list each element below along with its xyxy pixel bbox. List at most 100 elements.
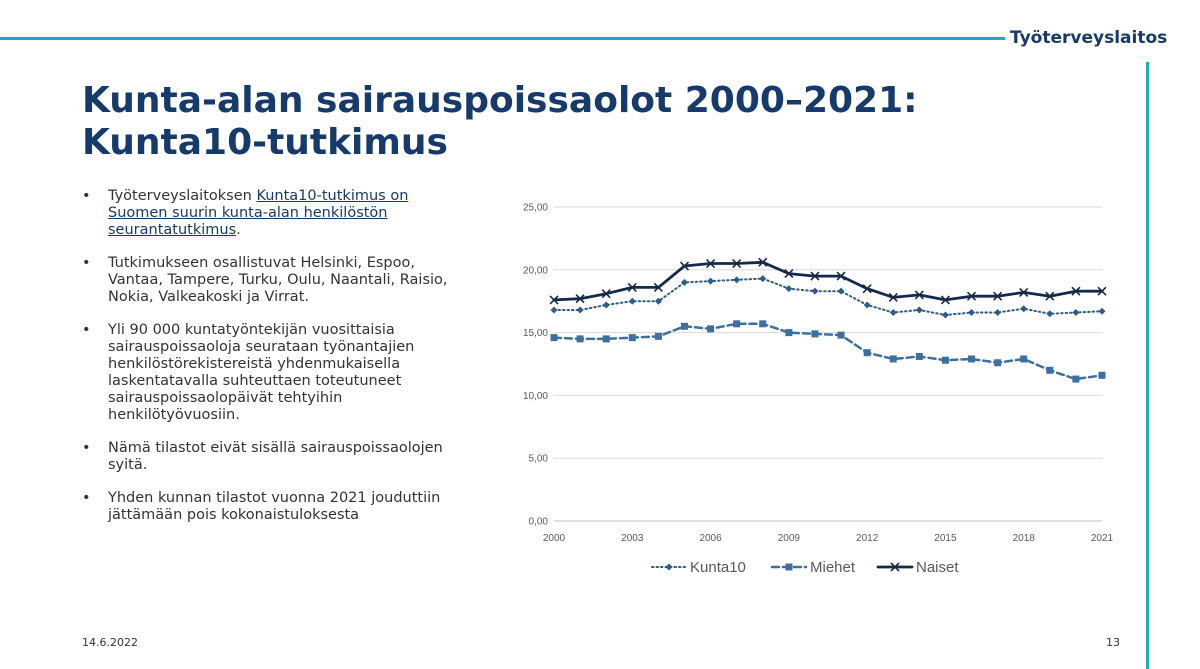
- data-point-kunta10: [654, 297, 662, 305]
- x-tick-label: 2012: [856, 533, 879, 544]
- y-tick-label: 5,00: [529, 454, 549, 465]
- data-point-kunta10: [1046, 310, 1054, 318]
- data-point-miehet: [968, 355, 976, 363]
- right-accent-line: [1146, 62, 1149, 669]
- data-point-naiset: [758, 257, 768, 267]
- bullet-text: Nämä tilastot eivät sisällä sairauspoiss…: [108, 440, 443, 473]
- data-point-kunta10: [915, 306, 923, 314]
- legend-label-kunta10: Kunta10: [690, 559, 746, 576]
- data-point-naiset: [1071, 286, 1081, 296]
- bullet-list: • Työterveyslaitoksen Kunta10-tutkimus o…: [82, 188, 452, 540]
- data-point-miehet: [837, 331, 845, 339]
- data-point-miehet: [759, 320, 767, 328]
- data-point-miehet: [1046, 366, 1054, 374]
- data-point-miehet: [863, 349, 871, 357]
- bullet-dot: •: [82, 188, 91, 204]
- data-point-miehet: [576, 335, 584, 343]
- bullet-text: Työterveyslaitoksen: [108, 188, 257, 204]
- data-point-miehet: [1098, 371, 1106, 379]
- sick-leave-line-chart: 0,00 5,00 10,00 15,00 20,00 25,00 2000 2003 2006…: [523, 203, 1114, 577]
- data-point-kunta10: [941, 311, 949, 319]
- data-point-naiset: [1097, 286, 1107, 296]
- data-point-naiset: [706, 258, 716, 269]
- data-point-miehet: [941, 356, 949, 364]
- data-point-kunta10: [576, 306, 584, 314]
- data-point-kunta10: [994, 309, 1002, 317]
- data-point-naiset: [940, 295, 950, 305]
- data-point-miehet: [628, 334, 636, 342]
- data-point-miehet: [733, 320, 741, 328]
- x-tick-label: 2018: [1013, 533, 1036, 544]
- data-point-naiset: [914, 290, 924, 300]
- y-tick-label: 0,00: [529, 517, 549, 528]
- bullet-text: Yli 90 000 kuntatyöntekijän vuosittaisia…: [108, 322, 415, 423]
- data-point-kunta10: [811, 287, 819, 295]
- series-line-kunta10: [553, 277, 1103, 316]
- data-point-kunta10: [785, 285, 793, 293]
- legend-label-naiset: Naiset: [916, 559, 959, 576]
- data-point-kunta10: [680, 278, 688, 286]
- top-accent-line: [0, 37, 1005, 40]
- legend-marker-naiset: [890, 562, 900, 572]
- bullet-text: Yhden kunnan tilastot vuonna 2021 joudut…: [108, 490, 441, 523]
- data-point-naiset: [549, 295, 559, 305]
- data-point-naiset: [810, 271, 820, 281]
- brand-logo: Työterveyslaitos: [1010, 28, 1168, 48]
- slide-title-line-2: Kunta10-tutkimus: [82, 122, 448, 163]
- data-point-kunta10: [759, 275, 767, 283]
- data-point-miehet: [1020, 355, 1028, 363]
- data-point-kunta10: [889, 309, 897, 317]
- y-tick-label: 25,00: [523, 203, 548, 214]
- data-point-kunta10: [602, 301, 610, 309]
- bullet-dot: •: [82, 440, 91, 456]
- bullet-dot: •: [82, 255, 91, 271]
- data-point-naiset: [627, 282, 637, 292]
- data-point-kunta10: [628, 297, 636, 305]
- series-line-naiset: [552, 260, 1104, 302]
- bullet-item: • Työterveyslaitoksen Kunta10-tutkimus o…: [82, 188, 452, 239]
- data-point-miehet: [785, 329, 793, 337]
- x-tick-label: 2021: [1091, 533, 1114, 544]
- data-point-miehet: [915, 352, 923, 360]
- y-tick-label: 20,00: [523, 265, 548, 276]
- bullet-dot: •: [82, 322, 91, 338]
- y-tick-label: 10,00: [523, 391, 548, 402]
- x-tick-label: 2006: [699, 533, 722, 544]
- data-point-miehet: [654, 332, 662, 340]
- data-point-kunta10: [863, 301, 871, 309]
- data-point-kunta10: [707, 277, 715, 285]
- bullet-dot: •: [82, 490, 91, 506]
- data-point-kunta10: [1098, 307, 1106, 315]
- data-point-naiset: [1045, 291, 1055, 301]
- data-point-miehet: [994, 359, 1002, 367]
- data-point-miehet: [889, 355, 897, 363]
- data-point-naiset: [601, 289, 611, 299]
- data-point-miehet: [680, 322, 688, 330]
- legend-label-miehet: Miehet: [810, 559, 856, 576]
- kunta10-link[interactable]: Kunta10-tutkimus on Suomen suurin kunta-…: [108, 188, 409, 238]
- data-point-kunta10: [733, 276, 741, 284]
- x-tick-label: 2003: [621, 533, 644, 544]
- x-tick-label: 2000: [543, 533, 566, 544]
- page-number: 13: [1106, 636, 1120, 649]
- data-point-miehet: [602, 335, 610, 343]
- y-tick-label: 15,00: [523, 328, 548, 339]
- series-line-miehet: [552, 322, 1104, 381]
- bullet-item: • Yli 90 000 kuntatyöntekijän vuosittais…: [82, 322, 452, 424]
- bullet-text: Tutkimukseen osallistuvat Helsinki, Espo…: [108, 255, 448, 305]
- data-point-miehet: [1072, 375, 1080, 383]
- data-point-naiset: [784, 269, 794, 279]
- bullet-item: • Yhden kunnan tilastot vuonna 2021 joud…: [82, 490, 452, 524]
- data-point-naiset: [862, 284, 872, 294]
- slide-title-line-1: Kunta-alan sairauspoissaolot 2000–2021:: [82, 80, 918, 121]
- data-point-naiset: [836, 271, 846, 281]
- data-point-naiset: [732, 258, 742, 269]
- data-point-naiset: [679, 261, 690, 271]
- data-point-kunta10: [1020, 305, 1028, 313]
- data-point-miehet: [811, 330, 819, 338]
- bullet-text-end: .: [236, 222, 241, 238]
- data-point-naiset: [888, 292, 898, 302]
- bullet-item: • Nämä tilastot eivät sisällä sairauspoi…: [82, 440, 452, 474]
- data-point-miehet: [550, 334, 558, 342]
- footer-date: 14.6.2022: [82, 636, 138, 649]
